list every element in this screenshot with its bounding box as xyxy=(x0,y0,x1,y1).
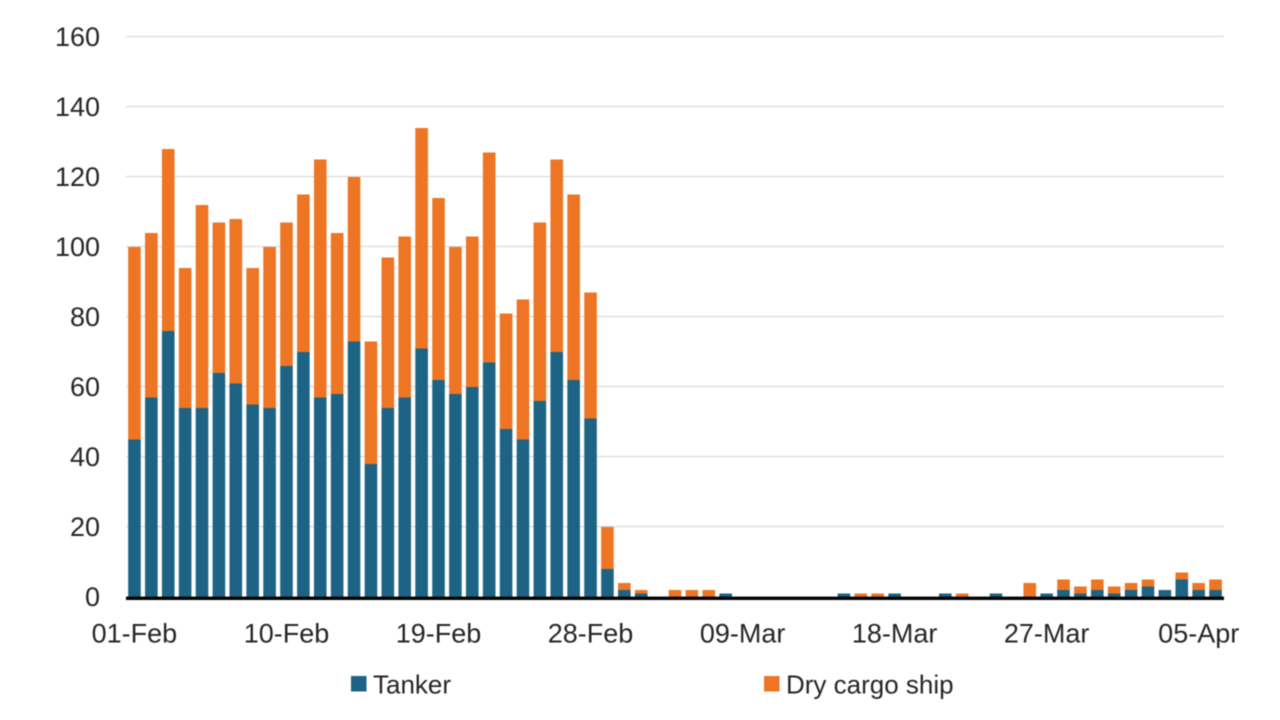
svg-text:01-Feb: 01-Feb xyxy=(92,619,178,649)
svg-text:140: 140 xyxy=(55,92,100,122)
svg-text:27-Mar: 27-Mar xyxy=(1004,619,1090,649)
svg-text:Dry cargo ship: Dry cargo ship xyxy=(786,670,954,700)
svg-text:19-Feb: 19-Feb xyxy=(396,619,482,649)
svg-text:05-Apr: 05-Apr xyxy=(1158,619,1239,649)
svg-text:20: 20 xyxy=(70,512,100,542)
svg-text:40: 40 xyxy=(70,442,100,472)
svg-text:100: 100 xyxy=(55,232,100,262)
svg-text:80: 80 xyxy=(70,302,100,332)
svg-text:160: 160 xyxy=(55,22,100,52)
svg-text:120: 120 xyxy=(55,162,100,192)
svg-text:10-Feb: 10-Feb xyxy=(244,619,330,649)
svg-text:18-Mar: 18-Mar xyxy=(852,619,938,649)
svg-text:60: 60 xyxy=(70,372,100,402)
svg-text:0: 0 xyxy=(85,582,100,612)
svg-text:09-Mar: 09-Mar xyxy=(700,619,786,649)
svg-text:28-Feb: 28-Feb xyxy=(548,619,634,649)
svg-text:Tanker: Tanker xyxy=(373,670,451,700)
